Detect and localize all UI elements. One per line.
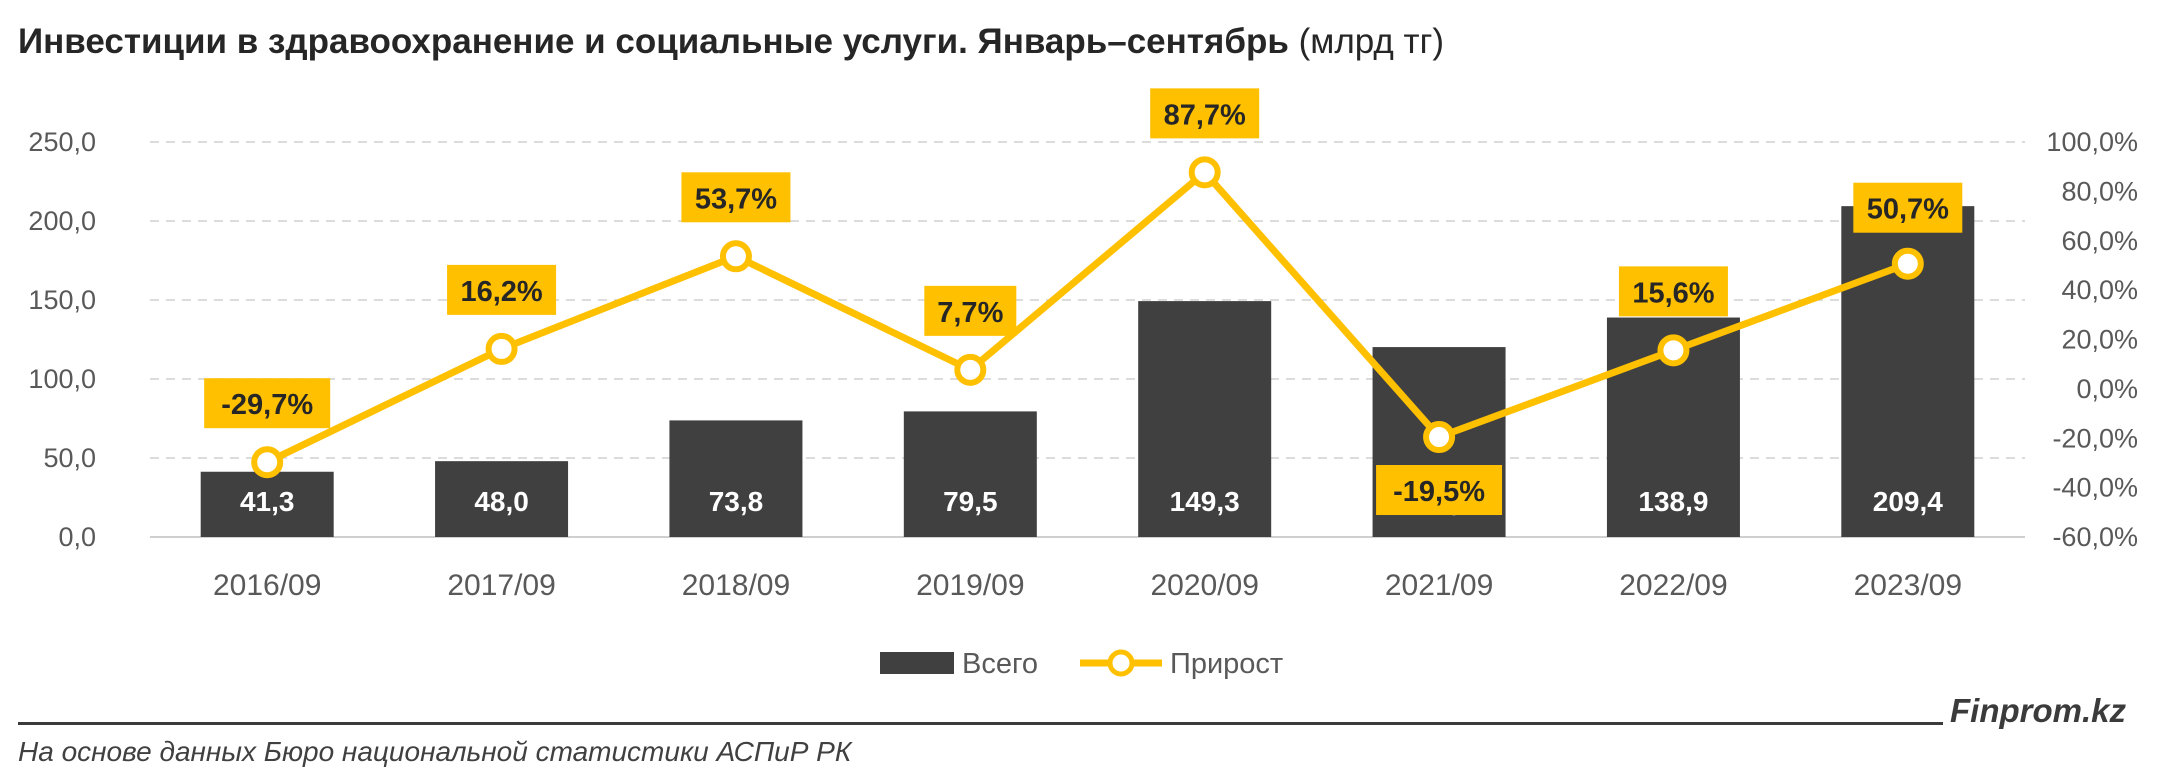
bar	[200, 471, 334, 537]
right-axis-tick-label: -40,0%	[2052, 473, 2138, 503]
growth-point	[1188, 156, 1221, 189]
x-axis-label: 2023/09	[1854, 569, 1962, 602]
growth-label-text: -19,5%	[1393, 476, 1485, 508]
right-axis-tick-label: -60,0%	[2052, 522, 2138, 552]
x-axis-label: 2016/09	[213, 569, 321, 602]
growth-point	[1891, 247, 1924, 280]
right-axis-tick-label: 100,0%	[2046, 127, 2138, 157]
left-axis-tick-label: 50,0	[43, 443, 96, 473]
legend-swatch-marker	[1107, 649, 1135, 677]
legend-label-bar: Всего	[962, 648, 1038, 680]
bar	[1138, 301, 1272, 537]
growth-label-box	[1376, 465, 1503, 516]
legend-label-line: Прирост	[1170, 648, 1283, 680]
left-axis-tick-label: 100,0	[28, 364, 96, 394]
x-axis-label: 2019/09	[916, 569, 1024, 602]
source-note: На основе данных Бюро национальной стати…	[18, 736, 852, 767]
growth-line	[251, 156, 1924, 479]
right-axis-tick-label: 80,0%	[2061, 176, 2138, 206]
growth-label-text: -29,7%	[221, 389, 313, 421]
bar-value-label: 149,3	[1170, 486, 1240, 517]
x-axis-label: 2022/09	[1619, 569, 1727, 602]
bar-value-label: 138,9	[1638, 486, 1708, 517]
growth-label: 7,7%	[924, 285, 1017, 336]
growth-label-text: 7,7%	[937, 297, 1003, 329]
left-axis-tick-label: 200,0	[28, 206, 96, 236]
growth-point	[1657, 334, 1690, 367]
growth-point	[954, 353, 987, 386]
growth-label: -19,5%	[1376, 465, 1503, 516]
chart-title: Инвестиции в здравоохранение и социальны…	[18, 22, 1444, 62]
growth-label-box	[204, 378, 331, 429]
growth-label-box	[447, 264, 557, 315]
bar-value-label: 209,4	[1873, 486, 1943, 517]
bar	[669, 420, 803, 537]
growth-line-path	[265, 168, 1910, 466]
x-axis-label: 2018/09	[682, 569, 790, 602]
growth-label-box	[924, 285, 1017, 336]
growth-label-text: 16,2%	[460, 276, 542, 308]
chart: 0,0 50,0 100,0 150,0 200,0 250,0 -60,0% -40,0%…	[28, 88, 2138, 680]
bar	[903, 411, 1037, 537]
growth-label-text: 53,7%	[695, 183, 777, 215]
growth-label: 53,7%	[681, 172, 791, 223]
chart-title-unit: (млрд тг)	[1298, 22, 1445, 61]
growth-point	[485, 332, 518, 365]
x-axis-label: 2021/09	[1385, 569, 1493, 602]
growth-labels: -29,7% 16,2% 53,7% 7,7% 87,7% -19,5% 15,6% 50,7…	[204, 88, 1963, 516]
x-axis-label: 2020/09	[1150, 569, 1258, 602]
legend: Всего Прирост	[880, 648, 1283, 680]
bar-value-label: 48,0	[474, 486, 529, 517]
growth-label-box	[681, 172, 791, 223]
right-axis-ticks: -60,0% -40,0% -20,0% 0,0% 20,0% 40,0% 60,0% 80,…	[2046, 127, 2138, 552]
bar-value-label: 73,8	[709, 486, 764, 517]
growth-label-text: 50,7%	[1867, 194, 1949, 226]
growth-point	[1423, 421, 1456, 454]
brand-logo-text: Finprom.kz	[1950, 692, 2127, 729]
right-axis-tick-label: 40,0%	[2061, 275, 2138, 305]
left-axis-tick-label: 250,0	[28, 127, 96, 157]
x-axis-label: 2017/09	[447, 569, 555, 602]
growth-label: 87,7%	[1150, 88, 1260, 139]
bar-value-label: 41,3	[240, 486, 295, 517]
growth-label-text: 15,6%	[1632, 277, 1714, 309]
legend-swatch-bar	[880, 652, 954, 674]
growth-label: 15,6%	[1618, 266, 1728, 317]
left-axis-ticks: 0,0 50,0 100,0 150,0 200,0 250,0	[28, 127, 96, 552]
growth-label-text: 87,7%	[1164, 99, 1246, 131]
footer-divider	[18, 722, 1943, 725]
growth-label-box	[1150, 88, 1260, 139]
growth-label-box	[1618, 266, 1728, 317]
chart-title-main: Инвестиции в здравоохранение и социальны…	[18, 22, 1289, 61]
right-axis-tick-label: 60,0%	[2061, 226, 2138, 256]
bar	[435, 461, 569, 537]
left-axis-tick-label: 0,0	[58, 522, 96, 552]
bar-value-label: 79,5	[943, 486, 998, 517]
x-axis-labels: 2016/09 2017/09 2018/09 2019/09 2020/09 2021/…	[213, 569, 1962, 602]
growth-label: 50,7%	[1853, 182, 1963, 233]
left-axis-tick-label: 150,0	[28, 285, 96, 315]
growth-point	[251, 446, 284, 479]
growth-label: 16,2%	[447, 264, 557, 315]
right-axis-tick-label: -20,0%	[2052, 423, 2138, 453]
gridlines	[150, 141, 2025, 538]
growth-point	[719, 240, 752, 273]
right-axis-tick-label: 20,0%	[2061, 325, 2138, 355]
growth-label: -29,7%	[204, 378, 331, 429]
growth-label-box	[1853, 182, 1963, 233]
right-axis-tick-label: 0,0%	[2076, 374, 2138, 404]
